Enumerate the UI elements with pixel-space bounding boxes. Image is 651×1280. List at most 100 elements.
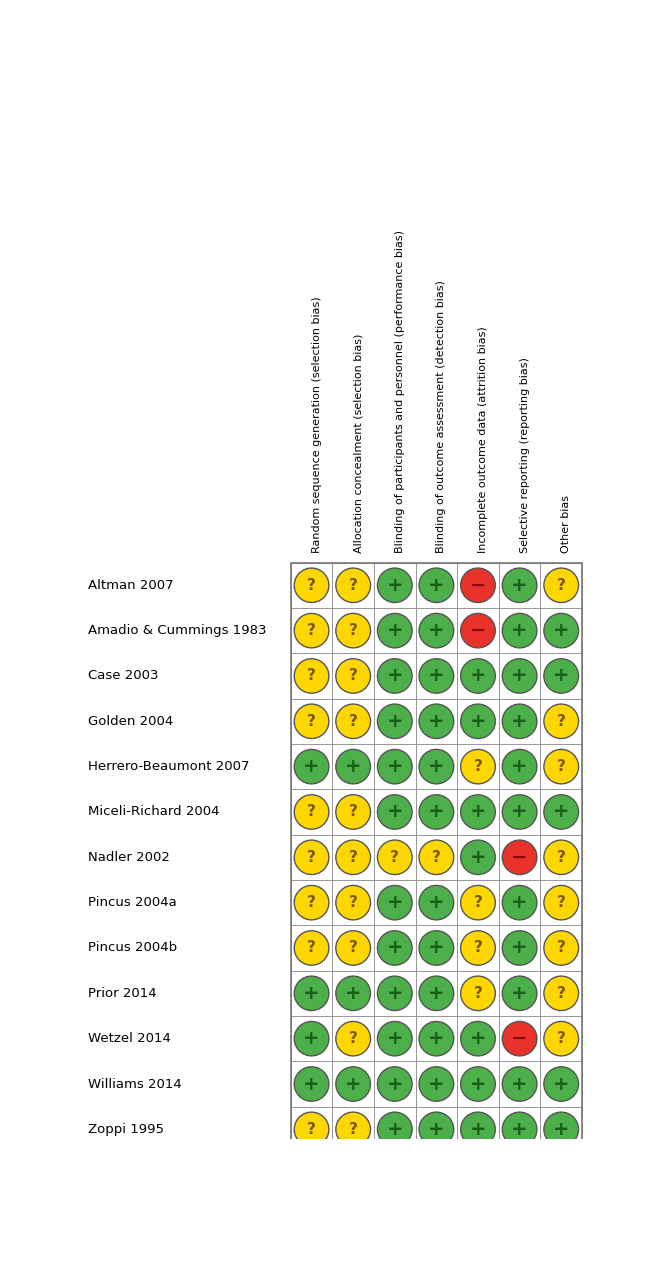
Text: +: + <box>511 893 528 913</box>
Text: ?: ? <box>473 986 482 1001</box>
Text: +: + <box>303 1029 320 1048</box>
Text: Other bias: Other bias <box>561 495 571 553</box>
Text: Selective reporting (reporting bias): Selective reporting (reporting bias) <box>519 357 530 553</box>
Circle shape <box>503 1021 537 1056</box>
Text: +: + <box>553 1074 570 1093</box>
Circle shape <box>336 931 370 965</box>
Text: +: + <box>470 1029 486 1048</box>
Text: +: + <box>387 803 403 822</box>
Circle shape <box>294 1112 329 1147</box>
Bar <box>291 1016 333 1061</box>
Bar <box>540 744 582 790</box>
Bar <box>540 608 582 653</box>
Text: Blinding of outcome assessment (detection bias): Blinding of outcome assessment (detectio… <box>436 280 447 553</box>
Circle shape <box>544 704 579 739</box>
Bar <box>540 563 582 608</box>
Circle shape <box>378 613 412 648</box>
Bar <box>540 1016 582 1061</box>
Text: +: + <box>511 1120 528 1139</box>
Text: +: + <box>428 576 445 595</box>
Text: +: + <box>553 803 570 822</box>
Circle shape <box>544 977 579 1010</box>
Bar <box>415 970 457 1016</box>
Bar <box>374 608 415 653</box>
Bar <box>333 879 374 925</box>
Circle shape <box>461 931 495 965</box>
Bar <box>333 790 374 835</box>
Circle shape <box>503 1066 537 1101</box>
Text: +: + <box>387 1074 403 1093</box>
Bar <box>457 835 499 879</box>
Bar <box>291 744 333 790</box>
Text: +: + <box>428 803 445 822</box>
Circle shape <box>503 659 537 694</box>
Text: ?: ? <box>349 1121 357 1137</box>
Text: ?: ? <box>307 623 316 639</box>
Circle shape <box>461 977 495 1010</box>
Circle shape <box>294 795 329 829</box>
Text: +: + <box>553 621 570 640</box>
Text: Miceli-Richard 2004: Miceli-Richard 2004 <box>88 805 219 818</box>
Bar <box>499 970 540 1016</box>
Text: ?: ? <box>307 850 316 865</box>
Bar <box>540 925 582 970</box>
Text: Random sequence generation (selection bias): Random sequence generation (selection bi… <box>312 297 322 553</box>
Circle shape <box>503 1112 537 1147</box>
Bar <box>374 653 415 699</box>
Text: ?: ? <box>307 895 316 910</box>
Bar <box>457 563 499 608</box>
Bar <box>291 925 333 970</box>
Circle shape <box>419 704 454 739</box>
Text: Altman 2007: Altman 2007 <box>88 579 173 591</box>
Text: +: + <box>428 758 445 776</box>
Circle shape <box>544 840 579 874</box>
Circle shape <box>461 749 495 783</box>
Circle shape <box>336 977 370 1010</box>
Bar <box>457 970 499 1016</box>
Text: +: + <box>428 893 445 913</box>
Text: +: + <box>345 758 361 776</box>
Bar <box>499 835 540 879</box>
Bar <box>457 699 499 744</box>
Text: Golden 2004: Golden 2004 <box>88 714 173 728</box>
Text: ?: ? <box>349 623 357 639</box>
Text: ?: ? <box>307 714 316 728</box>
Bar <box>415 925 457 970</box>
Text: +: + <box>428 938 445 957</box>
Bar <box>415 699 457 744</box>
Text: Herrero-Beaumont 2007: Herrero-Beaumont 2007 <box>88 760 249 773</box>
Bar <box>291 835 333 879</box>
Circle shape <box>419 977 454 1010</box>
Circle shape <box>544 613 579 648</box>
Text: +: + <box>345 1074 361 1093</box>
Text: ?: ? <box>307 1121 316 1137</box>
Bar <box>415 744 457 790</box>
Bar <box>333 744 374 790</box>
Bar <box>291 879 333 925</box>
Circle shape <box>419 613 454 648</box>
Circle shape <box>378 1021 412 1056</box>
Bar <box>415 835 457 879</box>
Text: ?: ? <box>557 577 566 593</box>
Bar <box>457 1016 499 1061</box>
Text: ?: ? <box>557 941 566 955</box>
Text: ?: ? <box>473 759 482 774</box>
Text: −: − <box>512 1029 528 1048</box>
Text: +: + <box>387 576 403 595</box>
Text: +: + <box>511 667 528 686</box>
Text: +: + <box>511 938 528 957</box>
Bar <box>291 699 333 744</box>
Text: +: + <box>470 803 486 822</box>
Bar <box>374 835 415 879</box>
Text: ?: ? <box>473 895 482 910</box>
Text: +: + <box>428 621 445 640</box>
Circle shape <box>419 840 454 874</box>
Text: −: − <box>470 621 486 640</box>
Text: ?: ? <box>307 941 316 955</box>
Bar <box>374 970 415 1016</box>
Circle shape <box>503 840 537 874</box>
Circle shape <box>419 568 454 603</box>
Text: +: + <box>387 667 403 686</box>
Bar <box>415 608 457 653</box>
Bar <box>499 879 540 925</box>
